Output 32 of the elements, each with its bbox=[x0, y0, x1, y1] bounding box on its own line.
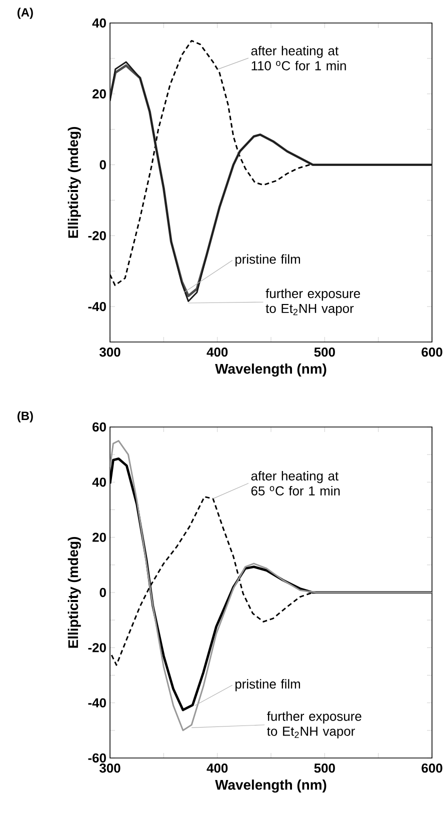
x-tick-label: 400 bbox=[206, 348, 228, 357]
chart-title: (B) bbox=[18, 411, 33, 422]
annotation: pristine film bbox=[235, 679, 300, 692]
annotation: after heating at 65 $^{o}$C for 1 min bbox=[251, 471, 340, 496]
chart-title: (A) bbox=[18, 8, 33, 19]
y-tick-label: 40 bbox=[92, 18, 106, 28]
y-axis-title: Ellipticity (mdeg) bbox=[68, 127, 81, 238]
x-tick-label: 600 bbox=[422, 348, 442, 357]
x-tick-label: 300 bbox=[99, 348, 120, 357]
y-tick-label: -20 bbox=[88, 231, 106, 240]
annotation: further exposure to Et$_{2}$NH vapor bbox=[266, 288, 360, 316]
annotation: after heating at 110 $^{o}$C for 1 min bbox=[251, 46, 346, 70]
y-tick-label: -60 bbox=[88, 753, 106, 763]
x-axis-title: Wavelength (nm) bbox=[215, 780, 326, 793]
y-tick-label: 40 bbox=[92, 478, 106, 487]
y-tick-label: 20 bbox=[92, 89, 106, 98]
y-tick-label: 60 bbox=[92, 422, 106, 432]
y-tick-label: 0 bbox=[100, 160, 106, 170]
y-tick-label: -40 bbox=[88, 698, 106, 708]
annotation: pristine film bbox=[235, 254, 300, 266]
y-tick-label: -20 bbox=[88, 643, 106, 652]
x-tick-label: 500 bbox=[314, 348, 335, 357]
x-tick-label: 600 bbox=[422, 764, 442, 773]
annotation: further exposure to Et$_{2}$NH vapor bbox=[267, 711, 362, 738]
x-tick-label: 400 bbox=[206, 764, 228, 773]
x-tick-label: 500 bbox=[314, 764, 335, 773]
x-tick-label: 300 bbox=[99, 764, 120, 773]
y-tick-label: -40 bbox=[88, 302, 106, 312]
x-axis-title: Wavelength (nm) bbox=[215, 364, 326, 377]
y-tick-label: 20 bbox=[92, 532, 106, 542]
y-tick-label: 0 bbox=[100, 588, 106, 598]
y-axis-title: Ellipticity (mdeg) bbox=[68, 537, 81, 648]
